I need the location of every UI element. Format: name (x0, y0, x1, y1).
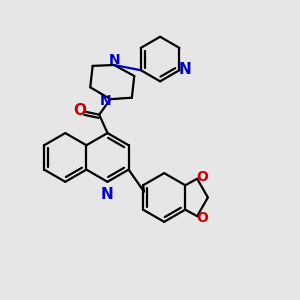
Text: N: N (100, 94, 112, 108)
Text: N: N (109, 52, 121, 67)
Text: O: O (196, 170, 208, 184)
Text: O: O (196, 211, 208, 225)
Text: O: O (74, 103, 87, 118)
Text: N: N (178, 62, 191, 77)
Text: N: N (100, 187, 113, 202)
